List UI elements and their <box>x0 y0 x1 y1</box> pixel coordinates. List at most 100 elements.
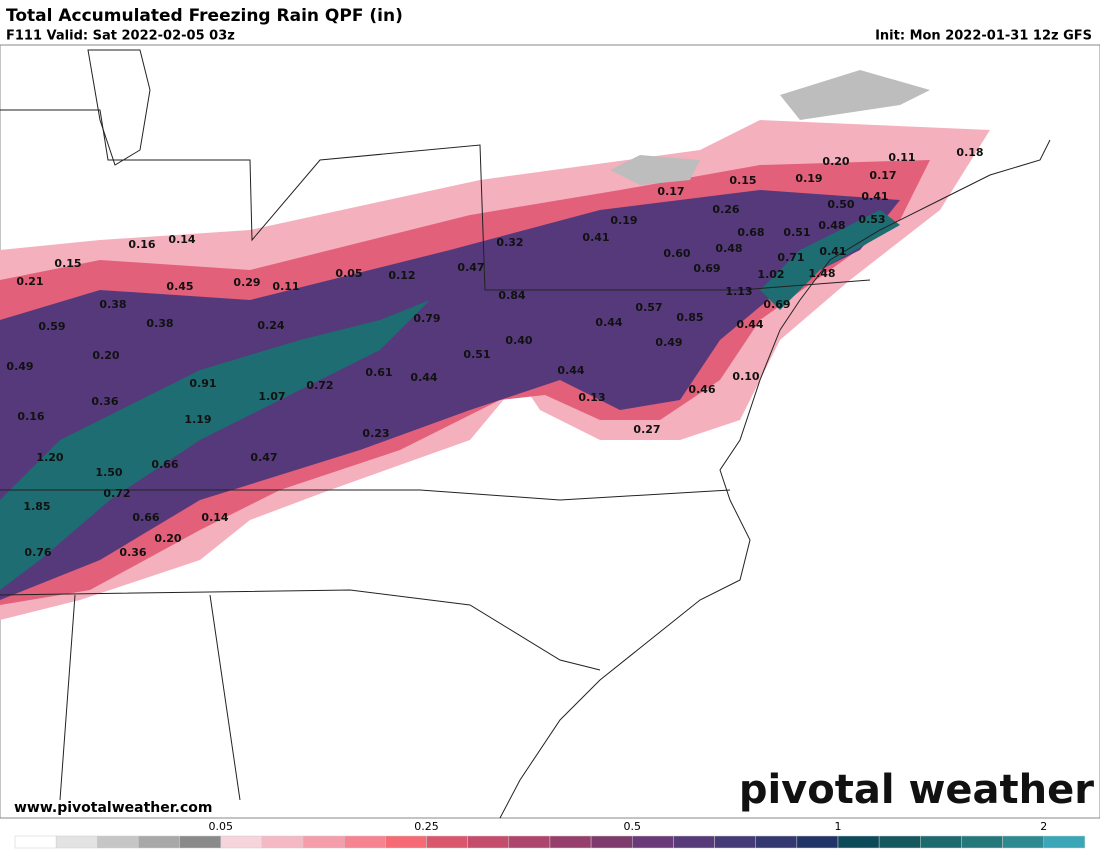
value-label: 1.85 <box>23 500 50 513</box>
value-label: 0.51 <box>463 348 490 361</box>
value-label: 0.49 <box>655 336 682 349</box>
value-label: 0.13 <box>578 391 605 404</box>
value-label: 0.19 <box>795 172 822 185</box>
value-label: 0.26 <box>712 203 739 216</box>
colorbar: 0.05 0.25 0.5 1 2 <box>14 820 1086 849</box>
colorbar-swatch <box>508 835 551 849</box>
colorbar-swatch <box>220 835 263 849</box>
value-label: 0.14 <box>168 233 195 246</box>
colorbar-tick-label: 0.25 <box>414 820 439 833</box>
valid-time: F111 Valid: Sat 2022-02-05 03z <box>6 29 235 44</box>
value-label: 0.16 <box>128 238 155 251</box>
value-label: 0.85 <box>676 311 703 324</box>
value-label: 0.68 <box>737 226 764 239</box>
value-label: 0.84 <box>498 289 525 302</box>
lake-michigan <box>87 49 151 166</box>
colorbar-swatch <box>55 835 98 849</box>
value-label: 0.69 <box>763 298 790 311</box>
value-label: 0.49 <box>6 360 33 373</box>
colorbar-swatch <box>302 835 345 849</box>
source-url: www.pivotalweather.com <box>14 800 213 816</box>
value-label: 0.76 <box>24 546 51 559</box>
colorbar-swatch <box>755 835 798 849</box>
colorbar-swatch <box>837 835 880 849</box>
colorbar-swatch <box>796 835 839 849</box>
value-label: 0.53 <box>858 213 885 226</box>
value-label: 0.47 <box>457 261 484 274</box>
value-label: 0.44 <box>736 318 763 331</box>
value-label: 0.11 <box>272 280 299 293</box>
core-shading <box>0 300 430 590</box>
colorbar-swatch <box>714 835 756 849</box>
colorbar-swatch <box>1002 835 1044 849</box>
coastline <box>499 329 781 819</box>
value-label: 0.41 <box>582 231 609 244</box>
value-label: 1.13 <box>725 285 752 298</box>
colorbar-swatch <box>590 835 633 849</box>
colorbar-swatch <box>426 835 468 849</box>
value-label: 0.61 <box>365 366 392 379</box>
state-border <box>0 589 601 671</box>
value-label: 0.32 <box>496 236 523 249</box>
value-label: 1.19 <box>184 413 211 426</box>
boundaries <box>0 49 1051 819</box>
colorbar-swatch <box>467 835 510 849</box>
value-label: 0.48 <box>715 242 742 255</box>
value-label: 0.44 <box>595 316 622 329</box>
value-label: 0.36 <box>119 546 146 559</box>
gray-shading <box>780 70 930 120</box>
value-label: 0.27 <box>633 423 660 436</box>
colorbar-tick-label: 1 <box>835 820 842 833</box>
value-label: 0.20 <box>154 532 181 545</box>
init-time: Init: Mon 2022-01-31 12z GFS <box>875 29 1092 44</box>
value-label: 0.16 <box>17 410 44 423</box>
value-label: 0.15 <box>729 174 756 187</box>
value-label: 0.48 <box>818 219 845 232</box>
title: Total Accumulated Freezing Rain QPF (in) <box>6 6 403 26</box>
value-label: 0.05 <box>335 267 362 280</box>
value-label: 0.66 <box>132 511 159 524</box>
value-label: 0.19 <box>610 214 637 227</box>
value-label: 1.20 <box>36 451 63 464</box>
value-label: 0.41 <box>861 190 888 203</box>
value-label: 0.11 <box>888 151 915 164</box>
value-label: 0.20 <box>822 155 849 168</box>
colorbar-swatch <box>632 835 674 849</box>
value-label: 0.18 <box>956 146 983 159</box>
value-label: 0.38 <box>146 317 173 330</box>
heavy-shading <box>0 190 900 600</box>
value-label: 0.38 <box>99 298 126 311</box>
value-label: 0.14 <box>201 511 228 524</box>
state-border <box>59 594 241 801</box>
value-label: 0.47 <box>250 451 277 464</box>
value-label: 0.10 <box>732 370 759 383</box>
state-border <box>0 489 731 501</box>
value-label: 0.69 <box>693 262 720 275</box>
value-label: 0.44 <box>557 364 584 377</box>
value-label: 0.71 <box>777 251 804 264</box>
value-label: 0.60 <box>663 247 690 260</box>
value-label: 0.59 <box>38 320 65 333</box>
value-label: 0.91 <box>189 377 216 390</box>
value-label: 0.66 <box>151 458 178 471</box>
gray-shading <box>610 155 700 185</box>
value-label: 0.29 <box>233 276 260 289</box>
value-label: 0.45 <box>166 280 193 293</box>
value-label: 0.50 <box>827 198 854 211</box>
colorbar-tick-label: 0.5 <box>624 820 642 833</box>
colorbar-swatch <box>1043 835 1086 849</box>
coastline <box>779 139 1051 331</box>
value-label: 0.23 <box>362 427 389 440</box>
colorbar-tick-label: 2 <box>1040 820 1047 833</box>
value-label: 1.50 <box>95 466 122 479</box>
value-label: 1.07 <box>258 390 285 403</box>
value-labels: 0.16 0.14 0.15 0.21 0.45 0.29 0.11 0.05 0.12 0.47… <box>6 146 983 559</box>
colorbar-swatch <box>961 835 1003 849</box>
freezing-rain-shading <box>0 70 990 620</box>
value-label: 0.79 <box>413 312 440 325</box>
state-border <box>0 109 871 291</box>
colorbar-swatch <box>549 835 592 849</box>
value-label: 0.46 <box>688 383 715 396</box>
